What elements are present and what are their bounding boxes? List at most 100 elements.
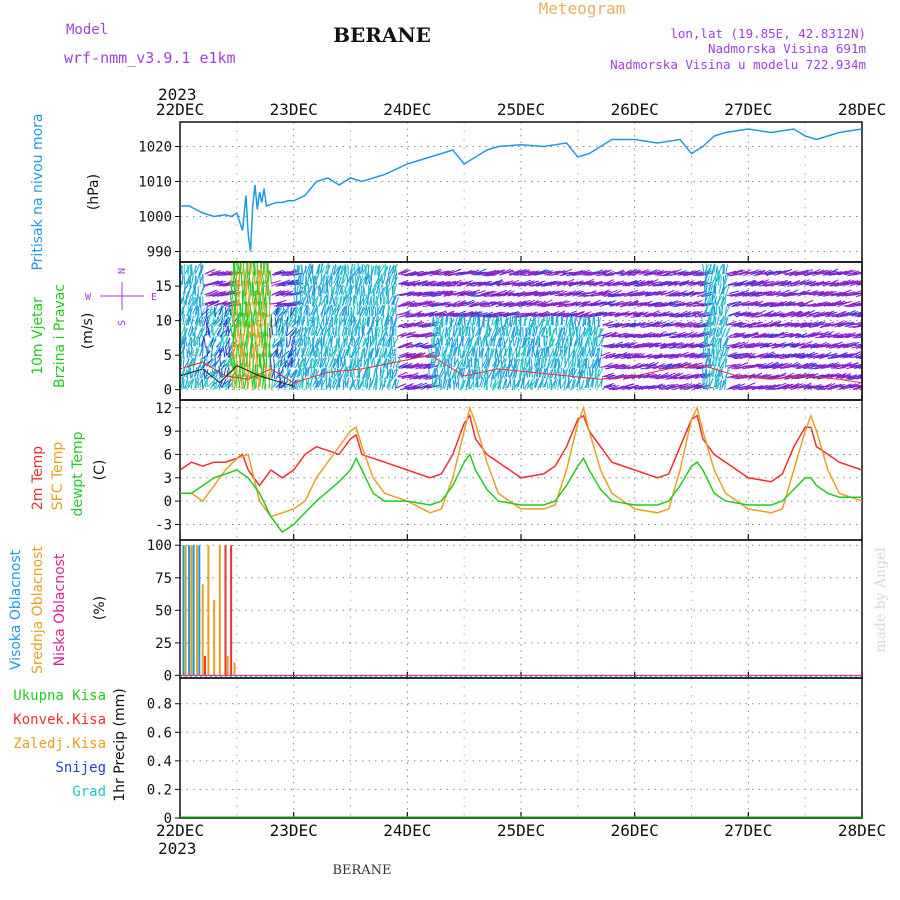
wind-barb (267, 271, 271, 286)
wind-barb (512, 326, 516, 337)
wind-barb (270, 358, 272, 369)
wind-barb (193, 366, 198, 377)
wind-barb (264, 331, 267, 346)
wind-barb (235, 292, 238, 307)
temperature-y-tick-label: 9 (164, 424, 172, 440)
wind-barb (239, 302, 243, 317)
wind-barb (454, 282, 465, 285)
wind-barb (367, 264, 370, 275)
wind-barb (470, 356, 473, 367)
wind-barb (412, 291, 423, 297)
wind-barb (307, 285, 313, 295)
wind-barb (292, 379, 297, 390)
wind-barb (336, 357, 339, 368)
clouds-y-tick-label: 25 (155, 636, 172, 652)
wind-barb (398, 270, 409, 276)
wind-barb (463, 311, 474, 316)
wind-barb (444, 336, 450, 346)
wind-barb (467, 346, 470, 357)
wind-barb (459, 348, 462, 359)
wind-barb (392, 306, 394, 317)
wind-barb (418, 335, 430, 338)
wind-barb (544, 357, 547, 368)
wind-barb (490, 283, 501, 286)
wind-barb (343, 315, 347, 326)
wind-barb (448, 367, 453, 378)
wind-barb (317, 315, 320, 326)
wind-barb (303, 284, 306, 295)
wind-barb (344, 377, 347, 388)
wind-barb (345, 305, 348, 316)
wind-barb (390, 337, 393, 349)
wind-barb (565, 325, 568, 336)
wind-barb (212, 315, 215, 326)
wind-barb (302, 315, 306, 326)
wind-barb (209, 290, 219, 296)
wind-barb (353, 337, 356, 348)
wind-barb (245, 374, 249, 389)
wind-barb (312, 326, 319, 336)
wind-barb (351, 376, 354, 387)
wind-barb (219, 270, 230, 275)
wind-barb (500, 312, 511, 316)
wind-barb (320, 325, 324, 336)
wind-barb (462, 290, 473, 295)
wind-barb (473, 311, 483, 317)
wind-barb (199, 346, 204, 357)
wind-barb (328, 358, 334, 368)
wind-barb (630, 315, 641, 318)
wind-barb (454, 325, 458, 336)
wind-barb (188, 368, 192, 379)
precip-panel: 0 0.2 0.4 0.6 0.8 (147, 677, 863, 827)
wind-barb (294, 347, 297, 358)
wind-barb (487, 347, 490, 358)
wind-barb (714, 337, 717, 348)
wind-barb (373, 284, 377, 295)
elevation-label: Nadmorska Visina 691m (708, 41, 866, 56)
wind-barb (381, 379, 384, 390)
wind-barb (310, 357, 313, 369)
wind-barb (364, 264, 366, 275)
wind-barb (505, 326, 508, 337)
wind-barb (503, 303, 514, 308)
wind-barb (194, 275, 197, 286)
wind-barb (385, 347, 388, 358)
wind-barb (319, 296, 322, 307)
wind-barb (413, 342, 423, 347)
wind-barb (444, 310, 455, 316)
temperature-y-tick-label: 6 (164, 447, 172, 463)
wind-barb (712, 345, 715, 356)
wind-barb (342, 295, 348, 305)
pressure-series-line (180, 128, 863, 252)
wind-barb (483, 314, 494, 318)
wind-barb (331, 295, 335, 306)
wind-barb (276, 299, 287, 305)
wind-barb (702, 263, 705, 274)
wind-barb (469, 337, 473, 348)
wind-barb (213, 305, 218, 316)
wind-barb (404, 382, 414, 388)
wind-barb (456, 359, 463, 369)
wind-barb (300, 306, 303, 317)
wind-barb (410, 281, 421, 285)
wind-barb (356, 335, 361, 346)
wind-barb (414, 312, 425, 316)
wind-barb (457, 271, 468, 274)
wind-barb (212, 317, 220, 326)
wind-barb (716, 348, 719, 359)
wind-barb (513, 336, 518, 347)
wind-barb (315, 274, 318, 285)
wind-barb (353, 294, 356, 305)
wind-barb (252, 282, 255, 297)
wind-barb (369, 378, 375, 388)
wind-barb (323, 346, 327, 357)
wind-barb (181, 294, 185, 305)
wind-barb (299, 336, 302, 347)
wind-barb (538, 357, 541, 368)
wind-barb (205, 307, 208, 318)
wind-barb (295, 325, 298, 336)
wind-barb (448, 377, 452, 388)
pressure-y-tick-label: 1000 (138, 210, 172, 226)
wind-barb (372, 335, 377, 346)
wind-barb (338, 296, 342, 307)
